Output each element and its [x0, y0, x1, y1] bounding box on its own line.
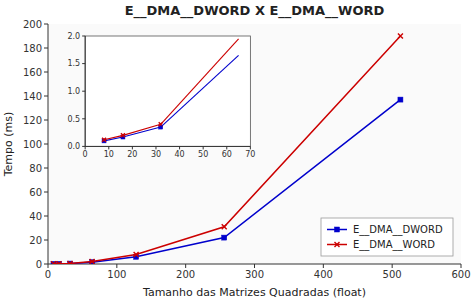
legend-label: E__DMA__WORD [353, 239, 435, 251]
x-tick-label: 20 [127, 150, 137, 159]
x-tick [203, 146, 204, 149]
x-tick-label: 10 [104, 150, 114, 159]
y-tick [82, 91, 85, 92]
x-tick-label: 500 [383, 269, 402, 280]
y-tick-label: 200 [23, 19, 42, 30]
chart: 0100200300400500600020406080100120140160… [0, 0, 471, 304]
y-tick-label: 20 [29, 235, 42, 246]
legend-marker [335, 242, 340, 247]
x-tick-label: 0 [45, 269, 51, 280]
x-tick-label: 100 [107, 269, 126, 280]
y-tick [82, 63, 85, 64]
data-point [68, 261, 73, 264]
data-point [398, 34, 403, 39]
data-point [398, 97, 403, 102]
x-tick [179, 146, 180, 149]
inset-chart: 0 10 20 30 40 50 60 70 0.0 0.5 1.0 1.5 2.0 [67, 32, 255, 160]
data-point [222, 235, 227, 240]
background [0, 0, 471, 304]
x-tick-label: 400 [314, 269, 333, 280]
y-axis-label: Tempo (ms) [2, 112, 15, 178]
y-tick [44, 72, 48, 73]
y-tick [44, 48, 48, 49]
y-tick-label: 80 [29, 163, 42, 174]
y-tick [82, 118, 85, 119]
y-tick [44, 96, 48, 97]
data-area [102, 39, 239, 143]
y-tick-label: 2.0 [67, 32, 80, 41]
x-tick-label: 60 [222, 150, 232, 159]
y-tick [44, 120, 48, 121]
x-tick [108, 146, 109, 149]
y-tick [44, 168, 48, 169]
x-tick-label: 200 [176, 269, 195, 280]
data-point [121, 133, 125, 137]
x-tick-label: 600 [451, 269, 470, 280]
x-tick [155, 146, 156, 149]
y-tick-label: 0.0 [67, 142, 80, 151]
x-tick [226, 146, 227, 149]
x-tick [392, 264, 393, 268]
x-tick [185, 264, 186, 268]
x-tick [254, 264, 255, 268]
data-point [51, 261, 56, 264]
x-tick-label: 0 [83, 150, 88, 159]
x-tick [48, 264, 49, 268]
legend-label: E__DMA__DWORD [353, 224, 443, 236]
y-tick-label: 180 [23, 43, 42, 54]
y-tick-label: 100 [23, 139, 42, 150]
data-point [222, 224, 227, 229]
y-tick-label: 160 [23, 67, 42, 78]
y-tick [82, 146, 85, 147]
x-axis-line [85, 146, 250, 147]
main-chart: 0100200300400500600020406080100120140160… [2, 3, 471, 299]
y-tick [82, 36, 85, 37]
y-tick-label: 0.5 [67, 115, 80, 124]
y-tick [44, 240, 48, 241]
y-tick [44, 192, 48, 193]
plot-area [85, 36, 250, 146]
data-point [102, 138, 106, 142]
legend-marker [335, 227, 340, 232]
y-tick-label: 1.5 [67, 59, 80, 68]
y-tick [44, 264, 48, 265]
x-tick [323, 264, 324, 268]
y-tick-label: 40 [29, 211, 42, 222]
series-line [104, 127, 161, 141]
data-point [134, 252, 139, 257]
y-tick [44, 144, 48, 145]
y-tick [44, 216, 48, 217]
y-tick-label: 140 [23, 91, 42, 102]
series-line [161, 55, 239, 127]
x-tick [116, 264, 117, 268]
data-point [90, 259, 95, 264]
legend-box [321, 218, 453, 256]
x-tick-label: 50 [198, 150, 208, 159]
legend: E__DMA__DWORD E__DMA__WORD [321, 218, 453, 256]
x-tick-label: 40 [174, 150, 184, 159]
x-tick [132, 146, 133, 149]
y-tick-label: 60 [29, 187, 42, 198]
x-axis-label: Tamanho das Matrizes Quadradas (float) [142, 286, 366, 299]
y-tick [44, 24, 48, 25]
y-tick-label: 1.0 [67, 87, 80, 96]
x-tick-label: 30 [151, 150, 161, 159]
series-line [104, 124, 161, 139]
series-line [161, 39, 239, 125]
x-tick [461, 264, 462, 268]
x-tick-label: 70 [245, 150, 255, 159]
title: E__DMA__DWORD X E__DMA__WORD [125, 3, 385, 19]
data-point [57, 261, 62, 264]
plot-area [48, 24, 461, 264]
x-tick [250, 146, 251, 149]
x-tick-label: 300 [245, 269, 264, 280]
y-tick-label: 0 [36, 259, 42, 270]
y-tick-label: 120 [23, 115, 42, 126]
